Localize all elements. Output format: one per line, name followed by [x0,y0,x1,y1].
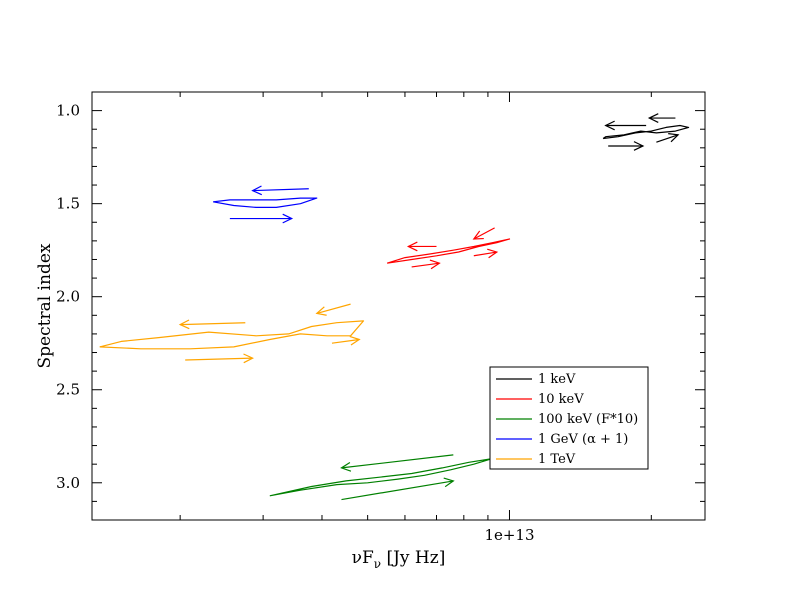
direction-arrow-head [472,230,484,240]
direction-arrow-shaft [341,454,454,469]
direction-arrow-head [243,353,254,364]
legend-entry-label: 1 keV [538,372,576,387]
direction-arrow-shaft [316,303,351,315]
direction-arrow-shaft [331,338,360,344]
direction-arrow-head [443,477,455,488]
legend-entry-label: 1 GeV (α + 1) [538,432,628,447]
x-tick-label: 1e+13 [484,526,534,544]
direction-arrow-head [349,335,361,346]
series-line [212,197,318,208]
direction-arrow-head [429,259,441,270]
legend: 1 keV 10 keV 100 keV (F*10) 1 GeV (α + 1) 1 … [489,366,649,470]
y-tick-label: 3.0 [56,474,80,492]
direction-arrow-head [178,319,190,330]
direction-arrow-shaft [185,357,253,361]
legend-entry-label: 100 keV (F*10) [538,412,638,427]
series-2 [269,454,493,501]
plot-area [99,113,690,501]
axes: 1.0 1.5 2.0 2.5 3.0 1e+13 νFν [Jy Hz] Spectral … [35,91,706,571]
direction-arrow-head [647,113,659,123]
series-0 [602,113,690,151]
direction-arrow-head [487,248,499,259]
y-tick-label: 2.5 [56,381,80,399]
direction-arrow-head [315,306,327,316]
direction-arrow-shaft [473,251,497,257]
legend-entry-label: 1 TeV [538,452,576,467]
direction-arrow-head [282,213,294,224]
direction-arrow-shaft [656,134,679,143]
plot-frame [91,91,706,521]
y-tick-label: 2.0 [56,288,80,306]
series-line [602,124,690,140]
direction-arrow-shaft [252,188,309,192]
direction-arrow-head [406,241,418,252]
legend-entry-label: 10 keV [538,392,584,407]
direction-arrow-shaft [341,480,454,501]
direction-arrow-head [604,120,615,131]
direction-arrow-head [340,462,352,472]
direction-arrow-shaft [473,227,495,240]
y-tick-label: 1.5 [56,195,80,213]
x-axis-label-subscript: ν [374,557,381,571]
x-axis-label-main: νF [352,548,374,568]
direction-arrow-head [668,133,680,143]
direction-arrow-head [251,185,263,196]
series-line [269,458,493,497]
series-4 [99,303,365,364]
series-line [386,238,511,264]
x-axis-label-unit: [Jy Hz] [381,548,445,568]
x-axis-label: νFν [Jy Hz] [352,548,446,571]
y-axis-label: Spectral index [35,243,55,368]
series-line [99,320,365,350]
direction-arrow-shaft [411,262,440,268]
legend-box [489,366,649,470]
direction-arrow-shaft [180,322,246,326]
direction-arrow-head [633,141,645,151]
y-tick-label: 1.0 [56,102,80,120]
series-3 [212,185,318,224]
series-1 [386,227,511,270]
